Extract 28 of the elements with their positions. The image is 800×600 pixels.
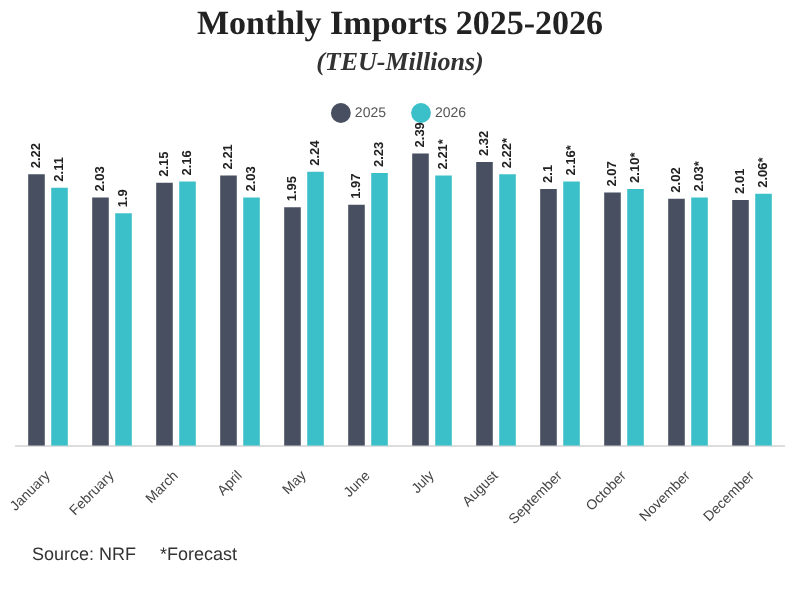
bar (371, 173, 388, 446)
bar (668, 198, 685, 446)
bar (28, 174, 45, 446)
bar (156, 182, 173, 446)
bar (755, 193, 772, 446)
bar (220, 175, 237, 446)
bar (243, 197, 260, 446)
chart-subtitle: (TEU-Millions) (314, 46, 486, 78)
bar (476, 162, 493, 446)
bar (499, 174, 516, 446)
bar (435, 175, 452, 446)
bar (179, 181, 196, 446)
bar (540, 188, 557, 446)
bar (92, 197, 109, 446)
bar (604, 192, 621, 446)
chart-title: Monthly Imports 2025-2026 (194, 4, 606, 44)
bar (412, 153, 429, 446)
bar (627, 188, 644, 446)
source-note: Source: NRF (32, 544, 137, 564)
bar (51, 187, 68, 446)
bar (284, 207, 301, 446)
bar (115, 213, 132, 446)
bar (348, 204, 365, 446)
bar (307, 171, 324, 446)
text: *Forecast (160, 544, 238, 564)
bar (691, 197, 708, 446)
bar (563, 181, 580, 446)
bar (732, 199, 749, 446)
